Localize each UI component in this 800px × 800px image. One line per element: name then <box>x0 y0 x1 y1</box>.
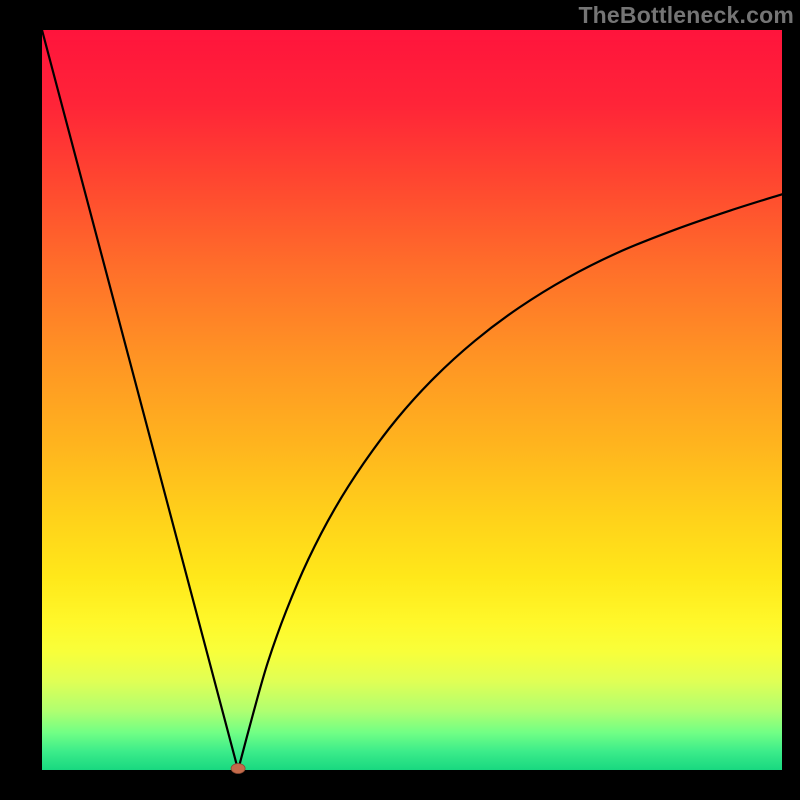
bottleneck-chart: TheBottleneck.com <box>0 0 800 800</box>
bottleneck-marker <box>231 764 245 774</box>
chart-svg <box>0 0 800 800</box>
watermark-text: TheBottleneck.com <box>578 2 794 29</box>
